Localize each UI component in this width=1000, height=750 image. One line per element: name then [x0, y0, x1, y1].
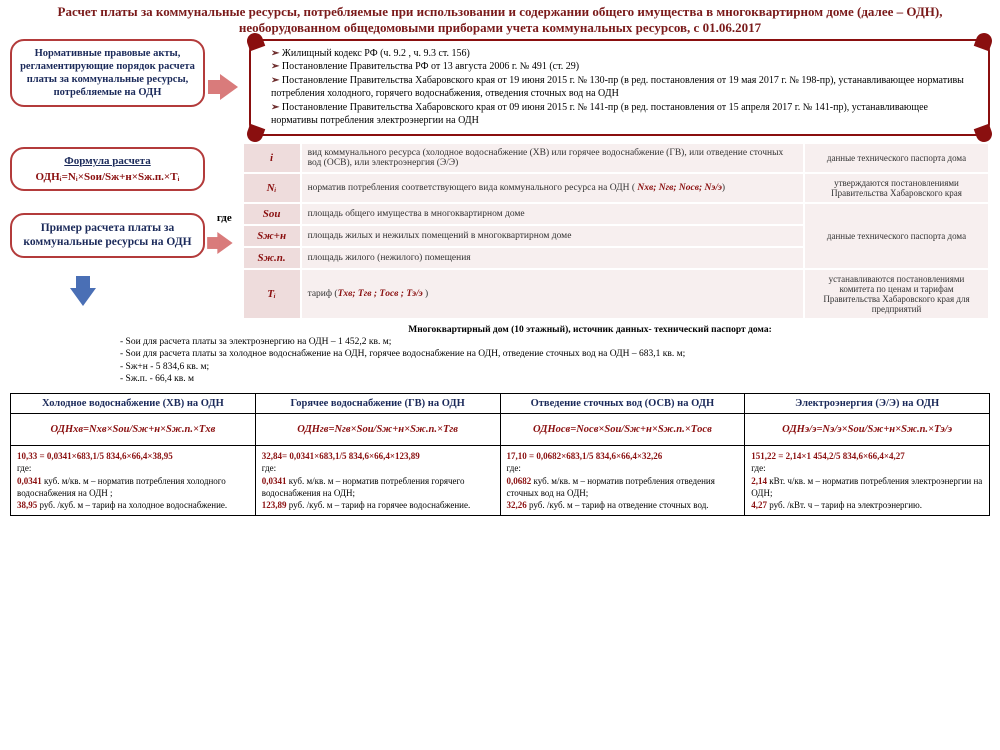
right-column: Жилищный кодекс РФ (ч. 9.2 , ч. 9.3 ст. … [205, 39, 990, 320]
calc-formula: ОДНхв=Nхв×Sои/Sж+н×Sж.п.×Tхв [11, 414, 256, 446]
def-desc: площадь общего имущества в многоквартирн… [301, 203, 804, 225]
example-line: - Sои для расчета платы за электроэнерги… [120, 336, 1000, 348]
def-desc: площадь жилых и нежилых помещений в мног… [301, 225, 804, 247]
formula-label: Формула расчета [20, 155, 195, 167]
law-item: Постановление Правительства Хабаровского… [271, 101, 976, 128]
law-item: Постановление Правительства Хабаровского… [271, 74, 976, 101]
def-desc: тариф (Tхв; Tгв ; Tосв ; Tэ/э ) [301, 269, 804, 319]
def-sym: i [243, 143, 301, 173]
example-line: - Sж+н - 5 834,6 кв. м; [120, 361, 1000, 373]
example-data-block: Многоквартирный дом (10 этажный), источн… [0, 320, 1000, 390]
def-src: данные технического паспорта дома [804, 203, 989, 269]
example-header: Многоквартирный дом (10 этажный), источн… [120, 324, 1000, 336]
calc-detail: 32,84= 0,0341×683,1/5 834,6×66,4×123,89г… [255, 446, 500, 516]
law-item: Постановление Правительства РФ от 13 авг… [271, 60, 976, 74]
box-example-label: Пример расчета платы за коммунальные рес… [10, 213, 205, 258]
law-item: Жилищный кодекс РФ (ч. 9.2 , ч. 9.3 ст. … [271, 47, 976, 61]
def-sym: Sж.п. [243, 247, 301, 269]
def-sym: Sои [243, 203, 301, 225]
def-sym: Sж+н [243, 225, 301, 247]
formula-text: ОДНᵢ=Nᵢ×Sои/Sж+н×Sж.п.×Tᵢ [36, 171, 180, 183]
left-column: Нормативные правовые акты, регламентирую… [10, 39, 205, 320]
laws-scroll: Жилищный кодекс РФ (ч. 9.2 , ч. 9.3 ст. … [249, 39, 990, 136]
laws-row: Жилищный кодекс РФ (ч. 9.2 , ч. 9.3 ст. … [209, 39, 990, 136]
definitions-row: где i вид коммунального ресурса (холодно… [209, 142, 990, 320]
def-desc: норматив потребления соответствующего ви… [301, 173, 804, 203]
calc-header: Горячее водоснабжение (ГВ) на ОДН [255, 394, 500, 414]
calc-header: Холодное водоснабжение (ХВ) на ОДН [11, 394, 256, 414]
def-src: устанавливаются постановлениями комитета… [804, 269, 989, 319]
def-desc: площадь жилого (нежилого) помещения [301, 247, 804, 269]
example-line: - Sои для расчета платы за холодное водо… [120, 348, 1000, 360]
example-line: - Sж.п. - 66,4 кв. м [120, 373, 1000, 385]
arrow-right-icon [218, 231, 233, 253]
calculation-table: Холодное водоснабжение (ХВ) на ОДН Горяч… [10, 393, 990, 516]
calc-header: Электроэнергия (Э/Э) на ОДН [745, 394, 990, 414]
where-label: где [215, 212, 236, 224]
calc-formula: ОДНгв=Nгв×Sои/Sж+н×Sж.п.×Tгв [255, 414, 500, 446]
def-sym: Nᵢ [243, 173, 301, 203]
calc-detail: 10,33 = 0,0341×683,1/5 834,6×66,4×38,95г… [11, 446, 256, 516]
def-desc: вид коммунального ресурса (холодное водо… [301, 143, 804, 173]
def-src: утверждаются постановлениями Правительст… [804, 173, 989, 203]
calc-formula: ОДНосв=Nосв×Sои/Sж+н×Sж.п.×Tосв [500, 414, 745, 446]
main-layout: Нормативные правовые акты, регламентирую… [0, 39, 1000, 320]
definitions-table: i вид коммунального ресурса (холодное во… [242, 142, 990, 320]
def-sym: Tᵢ [243, 269, 301, 319]
box-formula: Формула расчета ОДНᵢ=Nᵢ×Sои/Sж+н×Sж.п.×T… [10, 147, 205, 191]
calc-detail: 17,10 = 0,0682×683,1/5 834,6×66,4×32,26г… [500, 446, 745, 516]
arrow-right-icon [220, 74, 238, 100]
page-title: Расчет платы за коммунальные ресурсы, по… [0, 0, 1000, 39]
arrow-down-icon [70, 288, 96, 306]
calc-detail: 151,22 = 2,14×1 454,2/5 834,6×66,4×4,27г… [745, 446, 990, 516]
calc-formula: ОДНэ/э=Nэ/э×Sои/Sж+н×Sж.п.×Tэ/э [745, 414, 990, 446]
calc-header: Отведение сточных вод (ОСВ) на ОДН [500, 394, 745, 414]
def-src: данные технического паспорта дома [804, 143, 989, 173]
box-laws-label: Нормативные правовые акты, регламентирую… [10, 39, 205, 108]
